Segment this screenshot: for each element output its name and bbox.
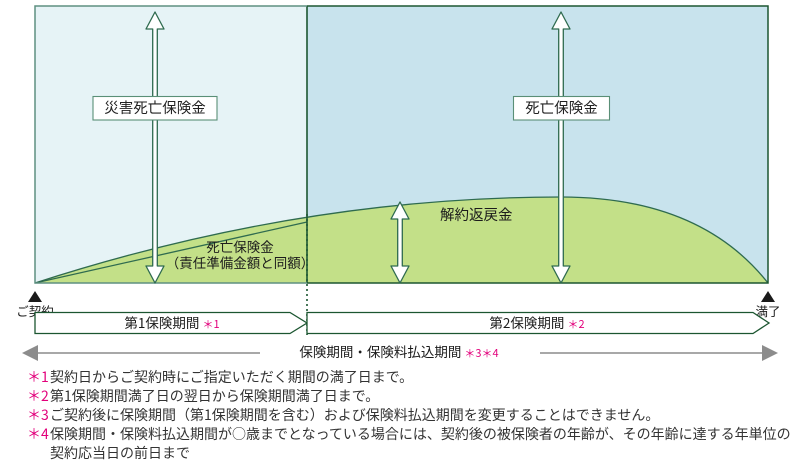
svg-text:＊3ご契約後に保険期間（第1保険期間を含む）および保険料払込: ＊3ご契約後に保険期間（第1保険期間を含む）および保険料払込期間を変更することは…	[27, 405, 659, 425]
svg-text:＊4保険期間・保険料払込期間が○歳までとなっている場合には、: ＊4保険期間・保険料払込期間が○歳までとなっている場合には、契約後の被保険者の年…	[27, 424, 791, 444]
svg-text:＊2第1保険期間満了日の翌日から保険期間満了日まで。: ＊2第1保険期間満了日の翌日から保険期間満了日まで。	[27, 386, 379, 406]
svg-text:災害死亡保険金: 災害死亡保険金	[104, 97, 206, 118]
svg-text:死亡保険金: 死亡保険金	[525, 97, 598, 118]
svg-text:解約返戻金: 解約返戻金	[440, 204, 513, 225]
svg-text:＊1契約日からご契約時にご指定いただく期間の満了日まで。: ＊1契約日からご契約時にご指定いただく期間の満了日まで。	[27, 367, 413, 387]
svg-text:（責任準備金額と同額）: （責任準備金額と同額）	[166, 252, 315, 272]
svg-text:契約応当日の前日まで: 契約応当日の前日まで	[50, 443, 190, 463]
